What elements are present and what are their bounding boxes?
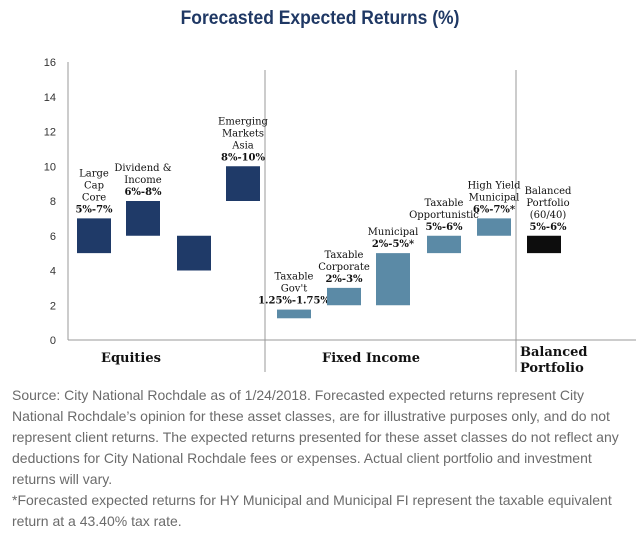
range-bar	[126, 201, 160, 236]
range-bar	[427, 235, 461, 254]
range-bar	[226, 166, 260, 201]
group-label-line: Portfolio	[520, 361, 584, 376]
group-label: Fixed Income	[322, 351, 420, 366]
bar-label-line: Cap	[84, 180, 104, 191]
y-tick-label: 10	[44, 161, 56, 173]
range-bar	[477, 218, 511, 236]
group-label: Equities	[101, 351, 161, 366]
bar-label-line: Large	[79, 168, 109, 179]
y-tick-label: 0	[50, 335, 56, 347]
chart-title: Forecasted Expected Returns (%)	[180, 8, 460, 29]
bar-label-line: 6%-7%*	[473, 204, 516, 215]
group-label-line: Fixed Income	[322, 351, 420, 366]
y-tick-label: 16	[44, 57, 56, 69]
range-bar	[277, 309, 311, 319]
bar-label: Balanced Portfolio (60/40) 5%-6%	[525, 186, 572, 233]
bar-label: High Yield Municipal 6%-7%*	[467, 180, 521, 215]
bar-label-line: 6%-8%	[124, 187, 162, 198]
group-label-line: Equities	[101, 351, 161, 366]
bar-label: Dividend & Income 6%-8%	[114, 163, 171, 198]
bar-label-line: Balanced	[525, 186, 572, 197]
bar-label-line: 5%-7%	[75, 204, 113, 215]
y-tick-label: 12	[44, 127, 56, 139]
range-bar	[527, 235, 561, 254]
bar-label-line: 8%-10%	[221, 152, 266, 163]
bar-label: Taxable Gov't 1.25%-1.75%	[258, 272, 330, 307]
bar-label-line: Taxable	[325, 250, 364, 261]
bar-label-line: Asia	[231, 140, 254, 151]
bar-label-line: Taxable	[275, 272, 314, 283]
bar-label-line: Municipal	[469, 192, 520, 203]
source-note: Source: City National Rochdale as of 1/2…	[12, 387, 619, 487]
group-label-line: Balanced	[520, 345, 588, 360]
y-tick-label: 6	[50, 231, 56, 243]
bar-label-line: 2%-5%*	[372, 239, 415, 250]
bar-label-line: Core	[82, 192, 106, 203]
bar-label-line: Dividend &	[114, 163, 171, 174]
y-tick-label: 2	[50, 300, 56, 312]
bar-label-line: Municipal	[368, 227, 419, 238]
y-tick-label: 8	[50, 196, 56, 208]
bar-label-line: 2%-3%	[325, 274, 363, 285]
range-bar	[327, 287, 361, 306]
footnotes: Source: City National Rochdale as of 1/2…	[12, 385, 622, 532]
bar-label-line: Income	[124, 175, 161, 186]
bar-label-line: Corporate	[318, 262, 370, 273]
bar-label: Taxable Opportunistic 5%-6%	[409, 198, 479, 233]
y-tick-label: 4	[50, 266, 56, 278]
bar-label: Taxable Corporate 2%-3%	[318, 250, 370, 285]
y-tick-label: 14	[44, 92, 56, 104]
bar-label-line: Taxable	[425, 198, 464, 209]
tax-note: *Forecasted expected returns for HY Muni…	[12, 492, 612, 529]
group-label: Balanced Portfolio	[520, 345, 588, 376]
bar-label-line: Gov't	[281, 284, 307, 295]
bar-label-line: 1.25%-1.75%	[258, 296, 330, 307]
range-bar	[77, 218, 111, 254]
bar-label-line: 5%-6%	[425, 222, 463, 233]
bar-label: Large Cap Core 5%-7%	[75, 168, 113, 215]
bar-label-line: 5%-6%	[529, 222, 567, 233]
bar-label-line: (60/40)	[530, 210, 567, 221]
range-bar	[177, 235, 211, 271]
bar-label: Municipal 2%-5%*	[368, 227, 419, 250]
bar-label-line: Emerging	[218, 116, 269, 127]
bar-label-line: Opportunistic	[409, 210, 479, 221]
bar-label-line: Markets	[222, 128, 264, 139]
bar-label-line: High Yield	[467, 180, 521, 191]
bar-label-line: Portfolio	[526, 198, 569, 209]
bar-label: Emerging Markets Asia 8%-10%	[218, 116, 269, 163]
range-bar	[376, 253, 410, 306]
